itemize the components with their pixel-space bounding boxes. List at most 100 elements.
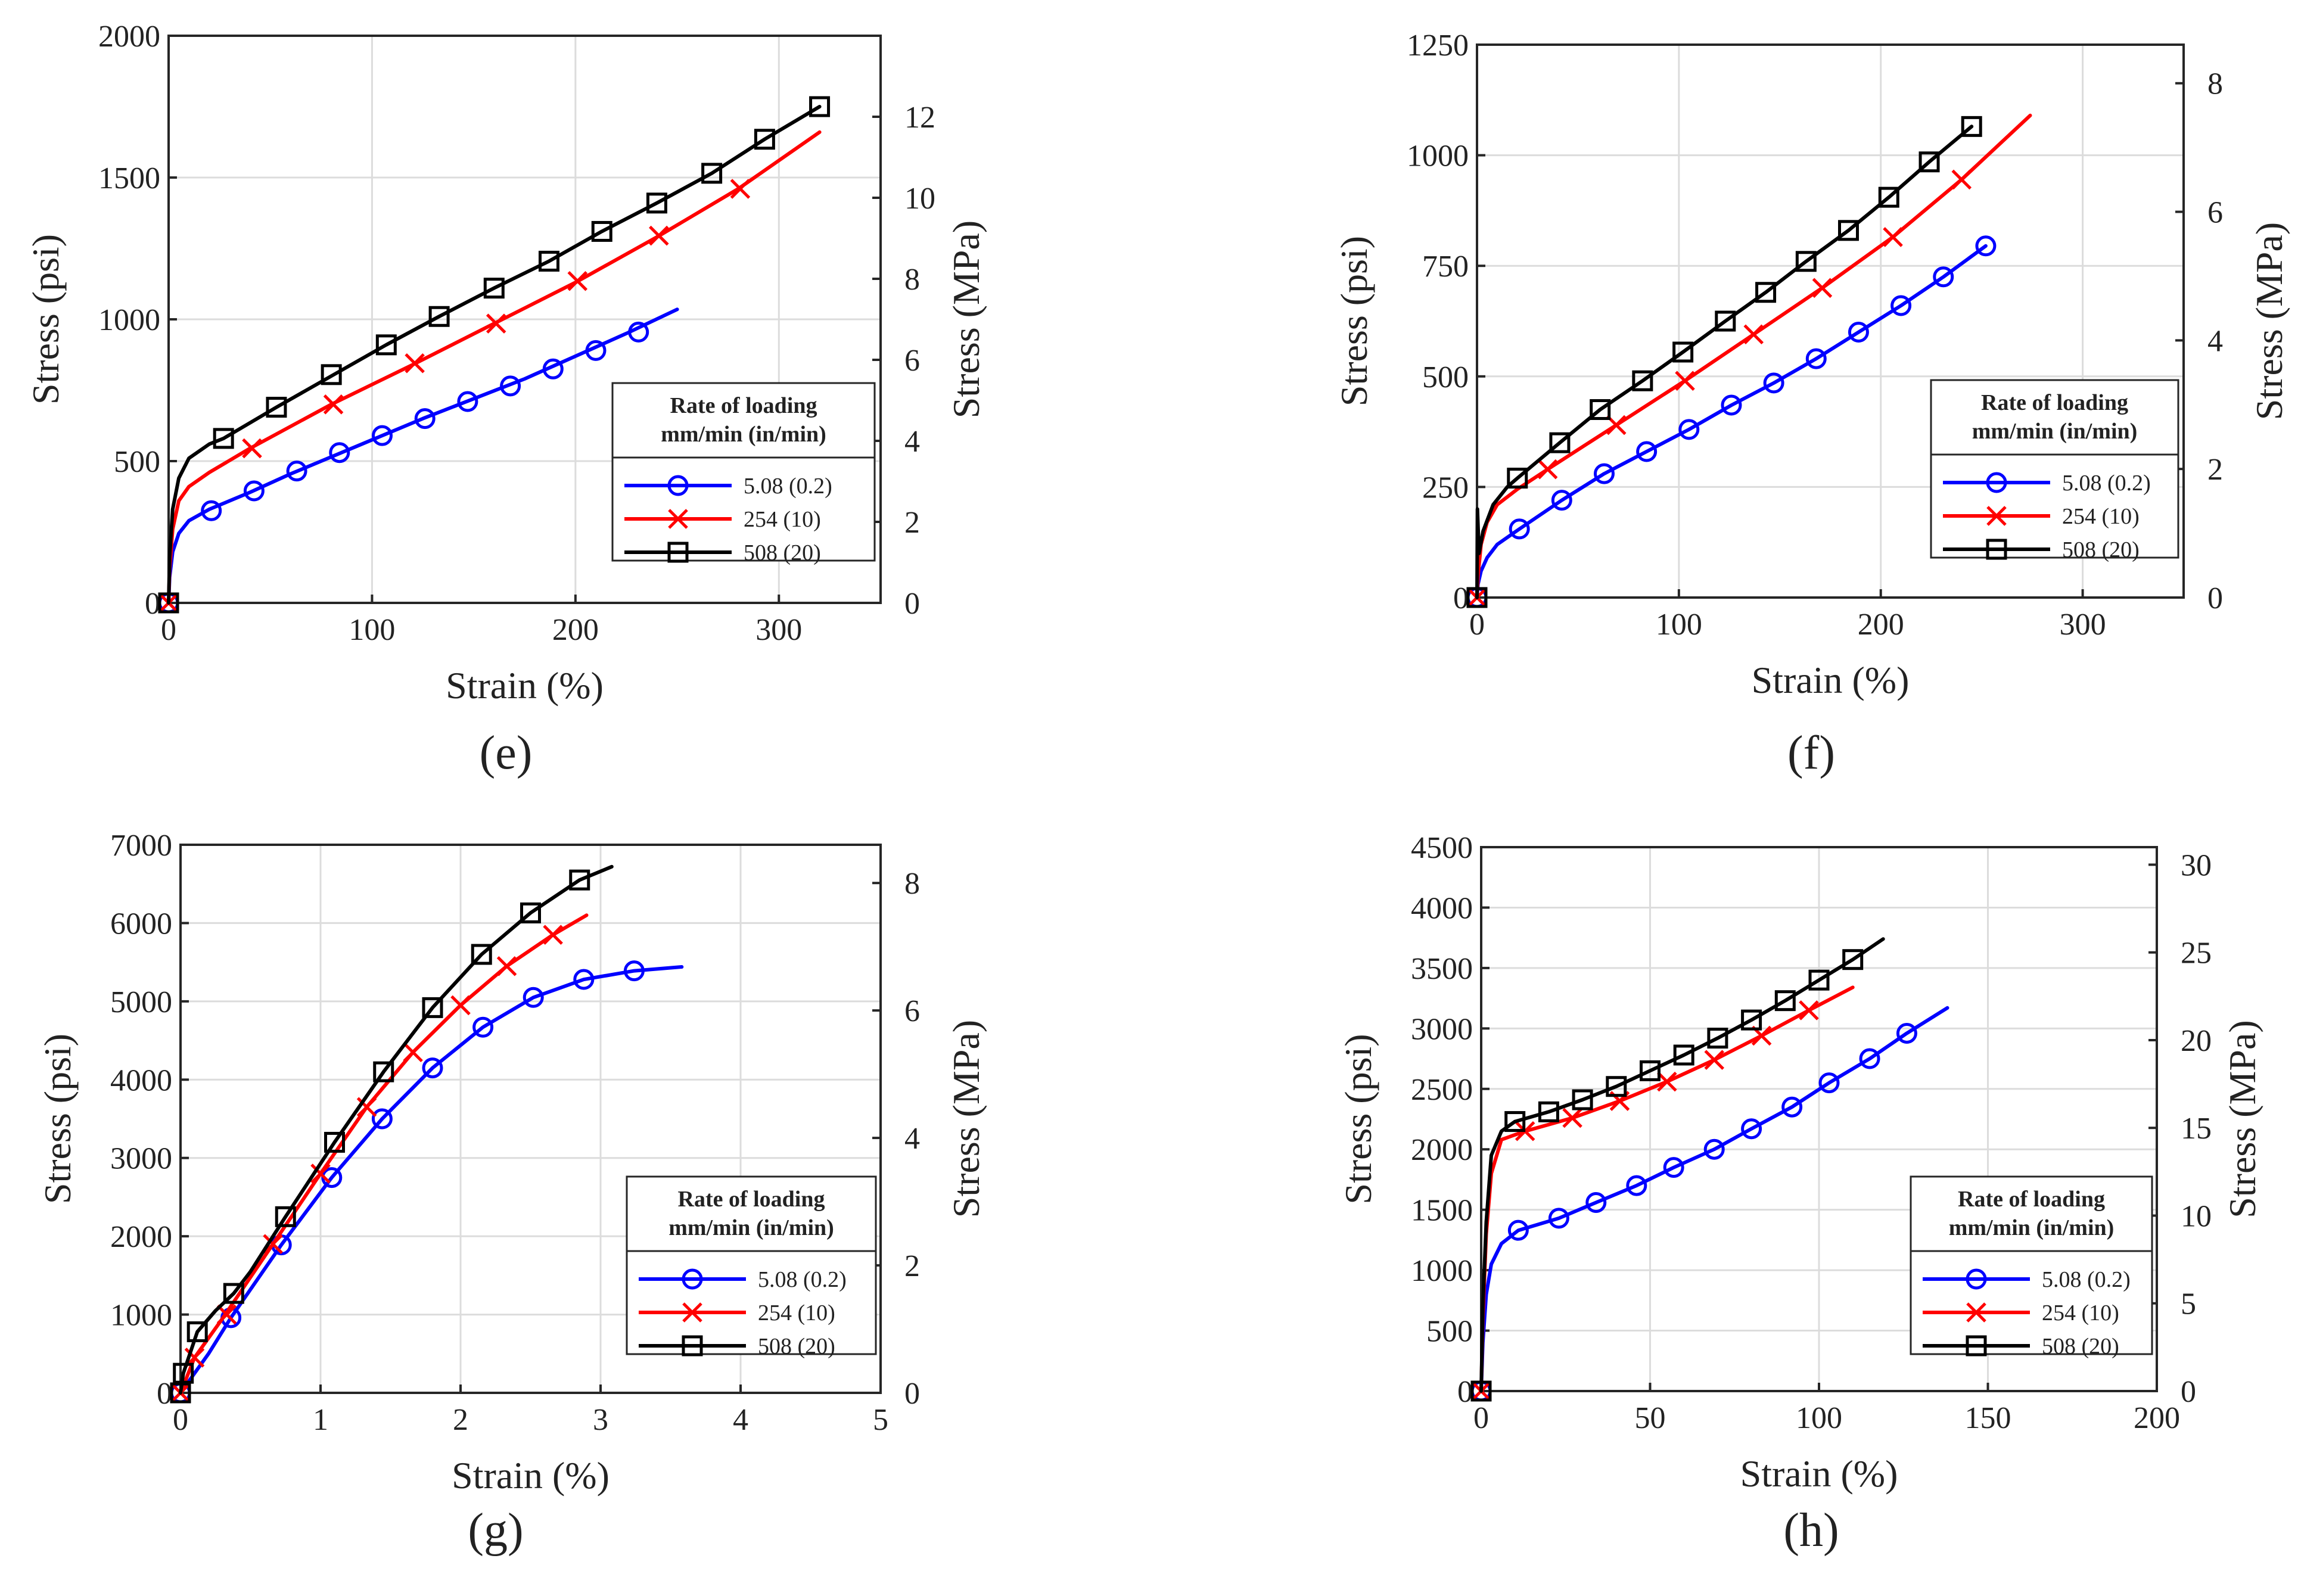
- y-tick-label: 2000: [110, 1220, 172, 1254]
- data-point: [1626, 1175, 1647, 1196]
- data-point: [323, 394, 344, 415]
- y-tick-label: 1500: [1411, 1194, 1473, 1228]
- y-tick-label: 0: [157, 1377, 172, 1411]
- data-point: [450, 995, 471, 1016]
- data-point: [201, 500, 222, 521]
- legend-subtitle: mm/min (in/min): [661, 422, 826, 447]
- legend-marker: [1966, 1335, 1987, 1357]
- data-point: [1704, 1050, 1724, 1070]
- marker-stroke: [405, 353, 425, 374]
- legend-label: 5.08 (0.2): [2042, 1267, 2131, 1292]
- data-point: [500, 375, 521, 397]
- data-point: [1805, 348, 1827, 369]
- data-point: [1781, 1096, 1803, 1118]
- data-point: [1636, 441, 1658, 462]
- y-tick-label: 0: [145, 587, 160, 621]
- marker-stroke: [242, 438, 262, 459]
- y-tick-label: 4000: [110, 1063, 172, 1097]
- y-tick-label: 3000: [1411, 1012, 1473, 1046]
- marker-stroke: [496, 956, 517, 976]
- data-point: [569, 869, 590, 891]
- data-point: [1799, 1000, 1819, 1021]
- data-point: [1795, 251, 1817, 272]
- marker-stroke: [1799, 1000, 1819, 1021]
- y2-tick-label: 6: [904, 994, 920, 1028]
- y2-axis-label: Stress (MPa): [2248, 222, 2290, 420]
- data-point: [1808, 969, 1830, 991]
- series-line: [1475, 244, 1988, 599]
- data-point: [1975, 235, 1997, 257]
- legend-subtitle: mm/min (in/min): [1949, 1215, 2115, 1240]
- data-point: [809, 96, 831, 117]
- y-axis-label: Stress (psi): [24, 234, 67, 405]
- data-point: [1585, 1191, 1607, 1213]
- data-point: [585, 340, 607, 361]
- data-point: [496, 956, 517, 976]
- data-point: [754, 129, 775, 150]
- legend-label: 254 (10): [2042, 1301, 2119, 1326]
- x-axis-label: Strain (%): [452, 1454, 610, 1497]
- y-tick-label: 0: [1457, 1375, 1473, 1409]
- data-point: [1548, 1208, 1569, 1229]
- data-point: [1763, 372, 1784, 394]
- y2-tick-label: 4: [2207, 324, 2223, 358]
- series-circle: [1466, 235, 1997, 608]
- data-point: [542, 358, 564, 379]
- legend-label: 5.08 (0.2): [744, 474, 832, 499]
- y-axis-label: Stress (psi): [1333, 236, 1375, 406]
- y-tick-label: 2000: [1411, 1133, 1473, 1167]
- data-point: [1572, 1089, 1593, 1110]
- data-point: [243, 480, 265, 502]
- marker-stroke: [323, 394, 344, 415]
- series-line: [167, 307, 679, 605]
- data-point: [1663, 1157, 1684, 1178]
- data-point: [1741, 1009, 1762, 1031]
- data-point: [646, 192, 667, 214]
- y-tick-label: 1000: [110, 1299, 172, 1333]
- marker-stroke: [1743, 324, 1764, 345]
- y-tick-label: 1000: [98, 303, 160, 337]
- data-point: [1606, 1076, 1627, 1097]
- data-point: [573, 969, 595, 990]
- series-line: [1479, 937, 1885, 1393]
- data-point: [1755, 282, 1777, 303]
- y2-tick-label: 4: [904, 1122, 920, 1156]
- marker-stroke: [216, 1304, 237, 1325]
- legend-label: 508 (20): [744, 540, 821, 565]
- x-tick-label: 2: [453, 1403, 468, 1437]
- data-point: [310, 1163, 331, 1184]
- data-point: [543, 925, 563, 945]
- x-tick-label: 50: [1635, 1401, 1666, 1435]
- y-tick-label: 7000: [110, 829, 172, 863]
- series-circle: [158, 307, 679, 614]
- y2-tick-label: 8: [904, 867, 920, 901]
- y2-tick-label: 15: [2181, 1112, 2212, 1146]
- y-tick-label: 1500: [98, 161, 160, 195]
- data-point: [1848, 322, 1869, 343]
- data-point: [414, 408, 436, 430]
- data-point: [405, 353, 425, 374]
- y-tick-label: 1000: [1407, 139, 1469, 173]
- data-point: [372, 425, 393, 446]
- y-tick-label: 4500: [1411, 831, 1473, 865]
- legend-marker: [682, 1302, 702, 1323]
- data-point: [1837, 220, 1859, 241]
- data-point: [1509, 518, 1530, 540]
- data-point: [286, 461, 307, 482]
- legend: Rate of loading mm/min (in/min) 5.08 (0.2)…: [1910, 1175, 2153, 1359]
- plot-frame: [179, 844, 882, 1394]
- y2-axis-label: Stress (MPa): [945, 1020, 987, 1218]
- marker-stroke: [1675, 371, 1695, 391]
- series-line: [179, 965, 684, 1395]
- data-point: [1896, 1022, 1917, 1044]
- data-point: [1657, 1071, 1677, 1092]
- x-tick-label: 150: [1965, 1401, 2011, 1435]
- x-tick-label: 0: [173, 1403, 188, 1437]
- x-tick-label: 1: [313, 1403, 328, 1437]
- data-point: [730, 179, 751, 199]
- data-point: [1590, 399, 1611, 420]
- series-square: [158, 96, 831, 614]
- data-point: [1678, 419, 1700, 440]
- y2-tick-label: 6: [2207, 196, 2223, 230]
- marker-stroke: [1812, 278, 1833, 298]
